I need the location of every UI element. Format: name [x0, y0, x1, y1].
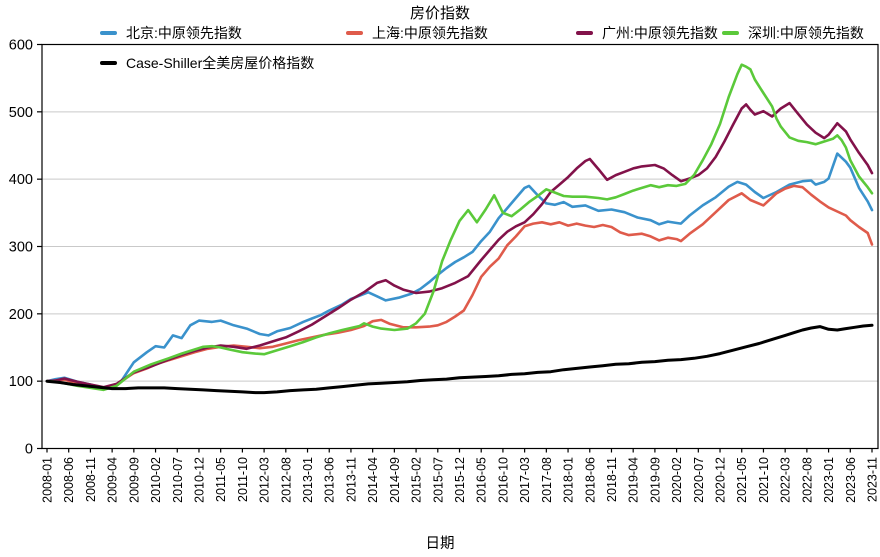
guangzhou-line-marker-icon [576, 31, 593, 35]
y-tick-label: 0 [25, 442, 33, 458]
series-line-case_shiller [45, 323, 874, 395]
y-tick-label: 400 [9, 172, 33, 188]
x-tick-label: 2015-07 [431, 457, 445, 503]
x-tick-label: 2009-04 [106, 457, 120, 503]
legend-item-beijing: 北京:中原领先指数 [100, 24, 242, 42]
x-axis-title: 日期 [425, 536, 455, 552]
legend-label: Case-Shiller全美房屋价格指数 [126, 55, 315, 71]
x-tick-label: 2011-05 [214, 457, 228, 502]
x-tick-label: 2016-10 [496, 457, 510, 503]
x-tick-label: 2019-04 [627, 457, 641, 503]
x-tick-label: 2022-03 [779, 457, 793, 503]
x-tick-label: 2015-02 [410, 457, 424, 503]
x-tick-label: 2020-07 [692, 457, 706, 503]
x-tick-label: 2015-12 [453, 457, 467, 503]
x-tick-label: 2013-01 [301, 457, 315, 503]
shanghai-line-marker-icon [346, 31, 363, 35]
x-tick-label: 2021-10 [757, 457, 771, 503]
y-tick-label: 300 [9, 240, 33, 256]
x-tick-label: 2010-12 [192, 457, 206, 503]
series-line-shenzhen [45, 63, 874, 392]
x-tick-label: 2011-10 [236, 457, 250, 502]
x-tick-label: 2014-04 [366, 457, 380, 503]
x-tick-label: 2023-11 [866, 457, 880, 502]
x-tick-label: 2017-03 [518, 457, 532, 503]
x-tick-label: 2013-06 [323, 457, 337, 503]
legend-label: 上海:中原领先指数 [372, 25, 488, 41]
y-tick-label: 600 [9, 38, 33, 54]
x-tick-label: 2023-01 [822, 457, 836, 503]
x-tick-label: 2016-05 [475, 457, 489, 503]
x-tick-label: 2012-08 [279, 457, 293, 503]
shenzhen-line-marker-icon [722, 31, 739, 35]
legend-label: 北京:中原领先指数 [126, 25, 242, 41]
y-tick-label: 500 [9, 105, 33, 121]
series-line-beijing [45, 152, 874, 390]
x-tick-label: 2018-11 [605, 457, 619, 502]
series-line-guangzhou [45, 101, 874, 389]
chart-title: 房价指数 [409, 5, 470, 22]
x-tick-label: 2018-01 [562, 457, 576, 503]
legend-item-shenzhen: 深圳:中原领先指数 [722, 24, 864, 42]
x-tick-label: 2013-11 [344, 457, 358, 502]
y-tick-label: 100 [9, 374, 33, 390]
x-tick-label: 2010-02 [149, 457, 163, 503]
x-tick-label: 2022-08 [800, 457, 814, 503]
x-tick-label: 2023-06 [844, 457, 858, 503]
beijing-line-marker-icon [100, 31, 117, 35]
x-tick-label: 2017-08 [540, 457, 554, 503]
x-tick-label: 2012-03 [258, 457, 272, 503]
x-tick-label: 2008-01 [41, 457, 55, 503]
legend-label: 广州:中原领先指数 [602, 25, 718, 41]
x-tick-label: 2018-06 [583, 457, 597, 503]
x-tick-label: 2009-09 [127, 457, 141, 503]
legend-item-case-shiller: Case-Shiller全美房屋价格指数 [100, 54, 314, 72]
x-tick-label: 2020-02 [670, 457, 684, 503]
x-tick-label: 2019-09 [648, 457, 662, 503]
legend-item-guangzhou: 广州:中原领先指数 [576, 24, 718, 42]
x-tick-label: 2020-12 [714, 457, 728, 503]
legend-label: 深圳:中原领先指数 [748, 25, 864, 41]
x-tick-label: 2008-11 [84, 457, 98, 502]
x-tick-label: 2014-09 [388, 457, 402, 503]
x-tick-label: 2008-06 [62, 457, 76, 503]
y-tick-label: 200 [9, 307, 33, 323]
case-shiller-line-marker-icon [100, 61, 117, 65]
legend-item-shanghai: 上海:中原领先指数 [346, 24, 488, 42]
x-tick-label: 2010-07 [171, 457, 185, 503]
x-tick-label: 2021-05 [735, 457, 749, 503]
